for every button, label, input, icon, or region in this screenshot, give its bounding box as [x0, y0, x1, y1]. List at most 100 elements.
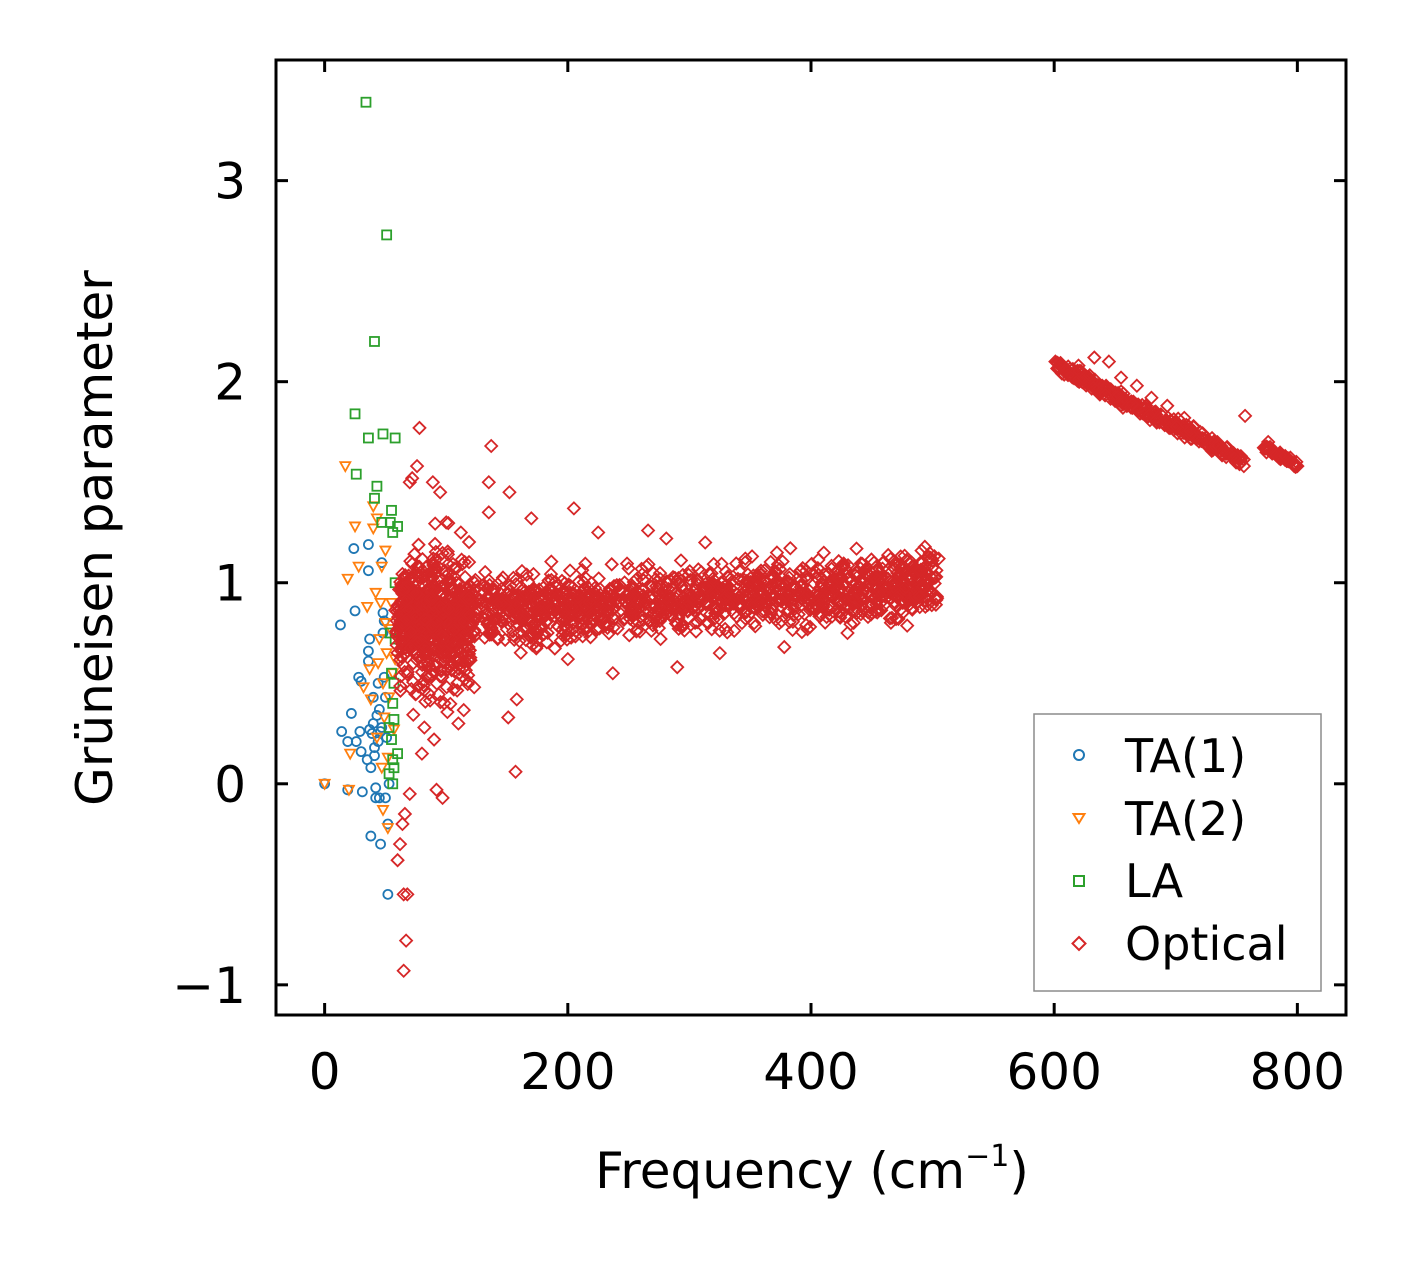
- point-optical: [519, 599, 534, 615]
- point-optical: [929, 589, 945, 604]
- point-optical: [798, 563, 814, 579]
- point-optical: [535, 619, 551, 635]
- point-optical: [457, 590, 473, 605]
- point-optical: [651, 587, 666, 603]
- point-optical: [1141, 407, 1157, 423]
- point-optical: [461, 534, 477, 550]
- point-ta-2-: [352, 561, 366, 574]
- point-optical: [1282, 452, 1298, 468]
- point-optical: [769, 545, 785, 560]
- point-optical: [1048, 354, 1063, 369]
- point-la: [377, 428, 389, 440]
- point-optical: [1110, 389, 1125, 404]
- point-optical: [671, 586, 687, 602]
- point-optical: [798, 617, 814, 633]
- point-optical: [599, 588, 615, 604]
- point-ta-1-: [365, 762, 377, 774]
- point-optical: [1227, 446, 1242, 462]
- point-optical: [399, 580, 415, 595]
- point-optical: [1060, 367, 1076, 383]
- point-ta-2-: [364, 694, 378, 707]
- point-optical: [629, 571, 645, 587]
- point-ta-2-: [363, 664, 377, 677]
- point-optical: [432, 484, 448, 500]
- point-optical: [720, 584, 736, 599]
- point-optical: [1161, 420, 1177, 436]
- point-optical: [578, 597, 593, 613]
- point-optical: [858, 561, 874, 577]
- point-optical: [634, 567, 650, 582]
- point-optical: [424, 667, 440, 683]
- point-optical: [541, 581, 556, 597]
- point-optical: [565, 616, 581, 632]
- point-la: [387, 778, 399, 790]
- point-optical: [477, 564, 493, 580]
- point-optical: [515, 589, 530, 605]
- point-optical: [438, 577, 453, 593]
- point-optical: [767, 564, 782, 580]
- point-ta-1-: [364, 633, 376, 645]
- point-optical: [592, 581, 608, 597]
- point-ta-1-: [382, 888, 394, 900]
- point-optical: [607, 600, 622, 616]
- point-optical: [411, 537, 426, 553]
- point-optical: [869, 605, 885, 620]
- point-ta-2-: [318, 778, 332, 791]
- point-optical: [580, 580, 596, 595]
- point-optical: [877, 578, 893, 594]
- point-optical: [417, 720, 432, 735]
- data-points: [318, 96, 1305, 979]
- point-optical: [441, 601, 456, 617]
- legend-marker-ta2: [1071, 813, 1087, 825]
- point-optical: [588, 586, 604, 602]
- point-optical: [560, 651, 576, 667]
- point-optical: [884, 575, 900, 591]
- y-tick-label: −1: [172, 957, 246, 1015]
- point-optical: [434, 669, 450, 685]
- point-optical: [439, 679, 454, 695]
- point-optical: [444, 662, 459, 678]
- point-optical: [717, 621, 733, 637]
- legend-marker-ta1: [1073, 749, 1085, 761]
- point-optical: [853, 606, 869, 622]
- point-optical: [393, 683, 408, 698]
- point-optical: [701, 615, 716, 631]
- legend-item-optical: Optical: [1071, 917, 1287, 971]
- point-optical: [725, 573, 741, 589]
- point-la: [360, 96, 372, 108]
- point-optical: [611, 594, 627, 610]
- point-optical: [446, 622, 461, 638]
- x-tick-label: 600: [1006, 1043, 1101, 1101]
- point-optical: [475, 585, 491, 601]
- point-optical: [652, 565, 668, 581]
- point-optical: [493, 613, 508, 628]
- point-optical: [583, 629, 598, 645]
- point-optical: [712, 645, 728, 661]
- point-optical: [888, 574, 903, 590]
- point-optical: [579, 588, 595, 603]
- point-optical: [851, 585, 866, 601]
- point-optical: [899, 618, 915, 633]
- point-optical: [409, 586, 424, 601]
- point-optical: [922, 545, 938, 561]
- point-ta-2-: [338, 461, 352, 473]
- point-optical: [393, 678, 408, 694]
- point-optical: [524, 511, 539, 526]
- point-optical: [395, 816, 410, 832]
- point-optical: [427, 567, 442, 582]
- point-ta-1-: [355, 675, 367, 687]
- point-optical: [435, 790, 450, 806]
- point-optical: [513, 596, 528, 612]
- point-optical: [595, 603, 611, 618]
- point-optical: [547, 641, 563, 656]
- point-optical: [411, 635, 427, 650]
- point-optical: [562, 563, 578, 578]
- point-ta-1-: [371, 710, 383, 721]
- legend-item-la: LA: [1073, 854, 1184, 908]
- point-optical: [400, 667, 415, 682]
- point-optical: [1237, 408, 1253, 424]
- point-ta-1-: [376, 722, 388, 733]
- x-axis-title: Frequency (cm−1): [595, 1139, 1029, 1200]
- point-optical: [559, 587, 575, 603]
- point-optical: [493, 596, 509, 612]
